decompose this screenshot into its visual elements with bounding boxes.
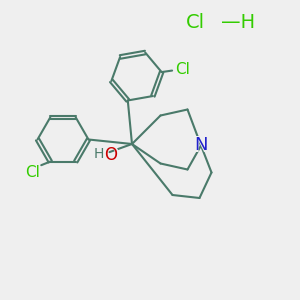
Text: H: H [94,147,104,160]
Text: Cl: Cl [186,13,205,32]
Text: Cl: Cl [175,61,190,76]
Text: O: O [104,146,118,164]
Text: Cl: Cl [22,163,42,181]
Text: Cl: Cl [173,60,192,78]
Text: Cl: Cl [25,165,40,180]
Text: H: H [92,145,106,163]
Text: —H: —H [220,13,255,32]
Text: N: N [194,136,208,154]
Text: N: N [192,136,210,155]
Text: O: O [103,145,119,164]
